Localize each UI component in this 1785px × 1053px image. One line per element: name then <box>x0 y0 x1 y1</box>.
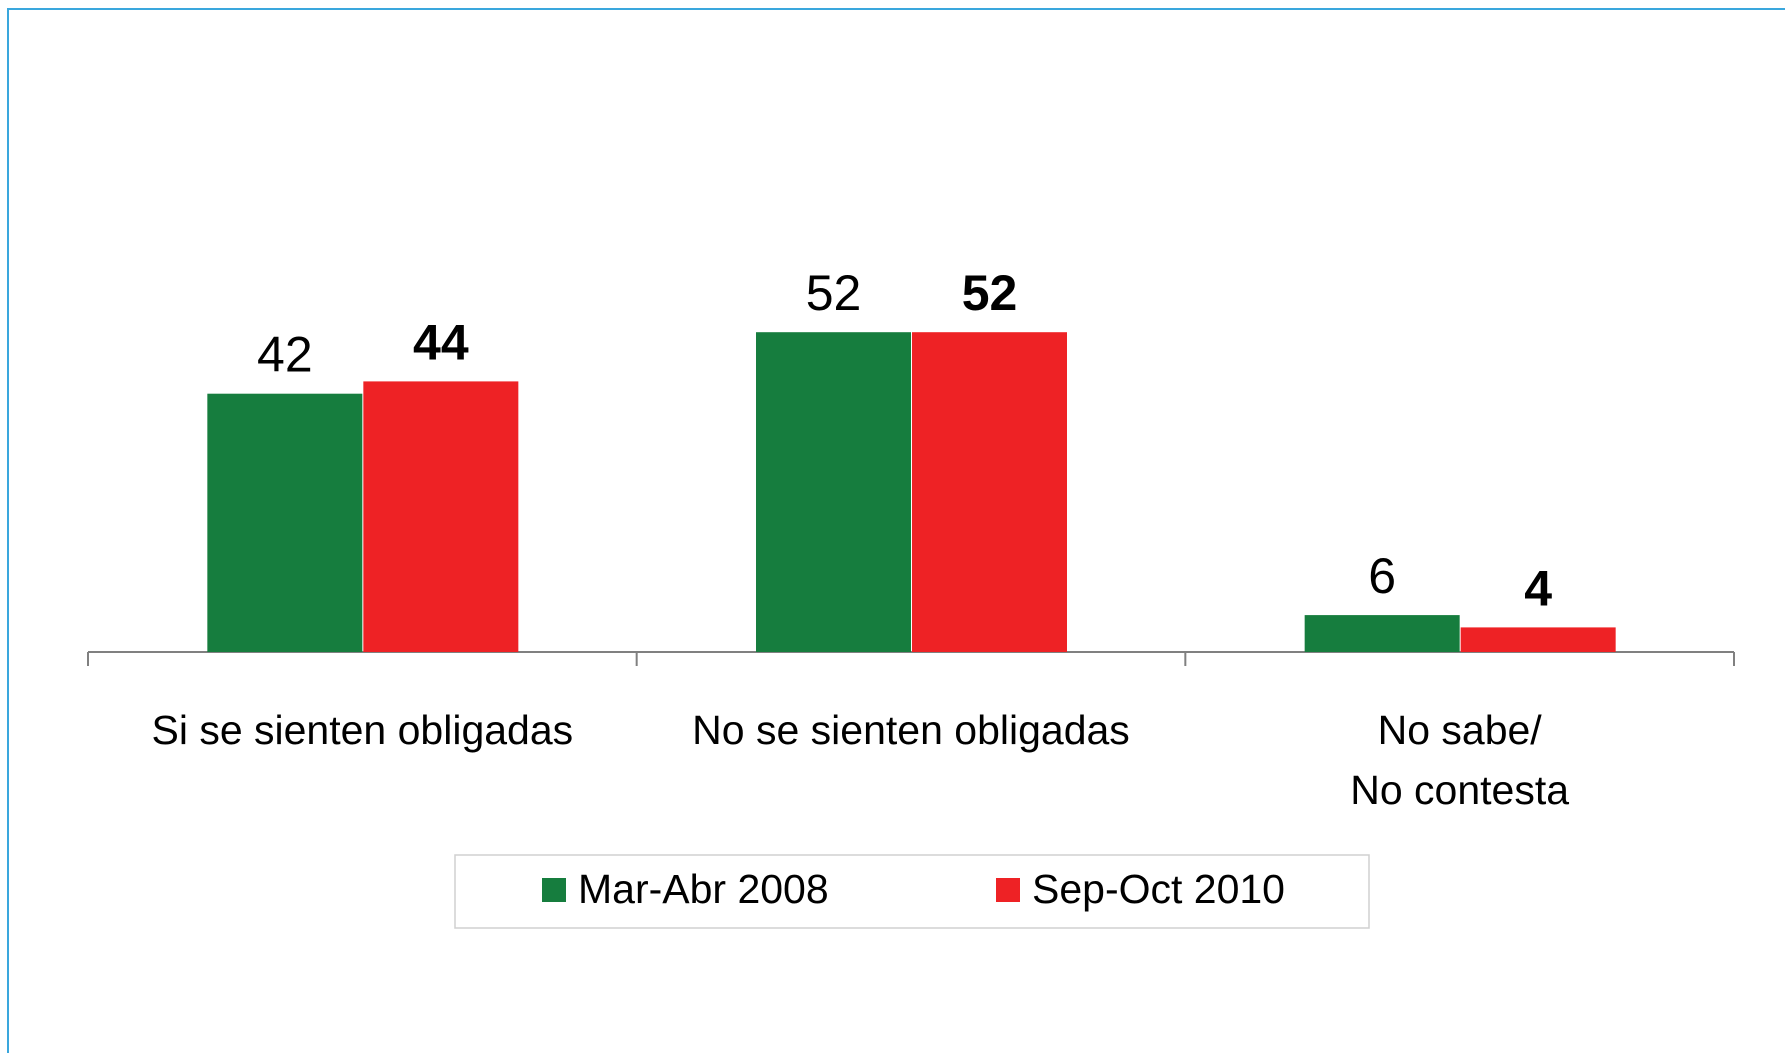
bar <box>363 381 518 652</box>
legend-label: Sep-Oct 2010 <box>1032 866 1285 912</box>
legend-label: Mar-Abr 2008 <box>578 866 829 912</box>
value-label: 4 <box>1524 560 1552 616</box>
value-label: 42 <box>257 327 313 383</box>
bar <box>1305 615 1460 652</box>
legend-swatch <box>542 878 566 902</box>
value-label: 6 <box>1368 548 1396 604</box>
chart-canvas: 42 44 52 52 6 4 Mar-Abr 2008 Sep-Oct 2010 <box>0 0 1785 1053</box>
value-label: 52 <box>806 265 862 321</box>
bar <box>912 332 1067 652</box>
category-label: No se sienten obligadas <box>637 700 1185 760</box>
value-label: 52 <box>962 265 1018 321</box>
bar <box>1461 627 1616 652</box>
category-label: No sabe/ No contesta <box>1186 700 1734 820</box>
category-label: Si se sienten obligadas <box>88 700 636 760</box>
chart: 42 44 52 52 6 4 Mar-Abr 2008 Sep-Oct 2010 Si se… <box>0 0 1785 1053</box>
legend-swatch <box>996 878 1020 902</box>
value-label: 44 <box>413 314 469 370</box>
bar <box>756 332 911 652</box>
bar <box>207 394 362 652</box>
